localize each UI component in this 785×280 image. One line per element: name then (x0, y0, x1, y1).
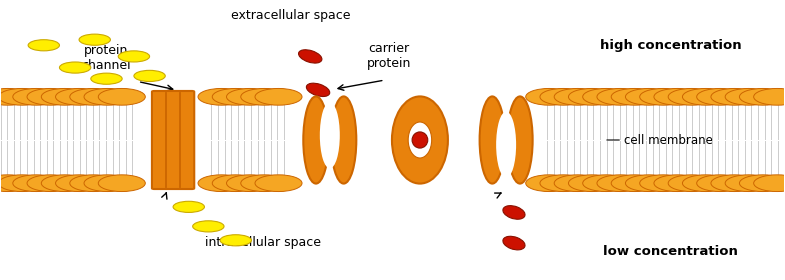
Circle shape (626, 175, 673, 192)
Circle shape (134, 70, 166, 81)
Text: extracellular space: extracellular space (231, 9, 350, 22)
Circle shape (13, 88, 60, 105)
Text: intracellular space: intracellular space (205, 236, 321, 249)
Ellipse shape (331, 96, 356, 184)
Circle shape (540, 175, 587, 192)
Circle shape (612, 175, 658, 192)
Circle shape (119, 51, 150, 62)
Circle shape (739, 88, 785, 105)
Circle shape (0, 88, 31, 105)
Circle shape (711, 175, 758, 192)
Circle shape (668, 175, 715, 192)
Circle shape (725, 175, 772, 192)
Circle shape (227, 88, 273, 105)
Circle shape (682, 88, 729, 105)
Circle shape (70, 175, 117, 192)
Circle shape (173, 201, 204, 213)
Circle shape (554, 88, 601, 105)
Circle shape (56, 175, 103, 192)
Circle shape (56, 88, 103, 105)
Circle shape (568, 88, 615, 105)
Ellipse shape (408, 122, 432, 158)
Circle shape (582, 88, 630, 105)
Circle shape (227, 175, 273, 192)
Circle shape (668, 88, 715, 105)
Ellipse shape (412, 132, 428, 148)
Circle shape (13, 175, 60, 192)
Circle shape (640, 88, 687, 105)
Circle shape (626, 88, 673, 105)
Circle shape (739, 175, 785, 192)
Ellipse shape (498, 115, 514, 158)
Circle shape (754, 175, 785, 192)
Circle shape (654, 88, 701, 105)
Circle shape (554, 175, 601, 192)
Circle shape (568, 175, 615, 192)
Circle shape (70, 88, 117, 105)
Circle shape (696, 88, 743, 105)
Ellipse shape (303, 96, 329, 184)
Circle shape (0, 175, 46, 192)
Circle shape (255, 88, 302, 105)
Ellipse shape (322, 122, 338, 165)
Circle shape (28, 40, 60, 51)
Circle shape (98, 175, 145, 192)
Circle shape (42, 88, 89, 105)
Circle shape (91, 73, 122, 84)
Text: high concentration: high concentration (600, 39, 742, 52)
Ellipse shape (480, 96, 505, 184)
Circle shape (654, 175, 701, 192)
Circle shape (192, 221, 224, 232)
Ellipse shape (298, 50, 322, 63)
Ellipse shape (319, 102, 340, 168)
Circle shape (84, 175, 131, 192)
Circle shape (79, 34, 111, 45)
Ellipse shape (496, 112, 516, 178)
Circle shape (597, 175, 644, 192)
Circle shape (241, 88, 288, 105)
Ellipse shape (507, 96, 533, 184)
Bar (1, 101, 784, 179)
Circle shape (241, 175, 288, 192)
Circle shape (212, 88, 259, 105)
Text: protein
channel: protein channel (82, 44, 131, 72)
Circle shape (582, 175, 630, 192)
Circle shape (84, 88, 131, 105)
Circle shape (220, 235, 251, 246)
Circle shape (98, 88, 145, 105)
Circle shape (60, 62, 91, 73)
Ellipse shape (306, 83, 330, 97)
Text: cell membrane: cell membrane (623, 134, 713, 146)
Circle shape (27, 88, 74, 105)
Circle shape (597, 88, 644, 105)
Circle shape (754, 88, 785, 105)
Ellipse shape (503, 236, 525, 250)
Ellipse shape (392, 96, 448, 184)
Circle shape (212, 175, 259, 192)
Circle shape (27, 175, 74, 192)
Circle shape (198, 88, 245, 105)
Circle shape (0, 88, 46, 105)
Text: carrier
protein: carrier protein (367, 42, 411, 70)
Circle shape (540, 88, 587, 105)
Circle shape (696, 175, 743, 192)
Ellipse shape (503, 206, 525, 219)
Text: low concentration: low concentration (603, 245, 738, 258)
Circle shape (255, 175, 302, 192)
Circle shape (0, 175, 31, 192)
Circle shape (640, 175, 687, 192)
Circle shape (42, 175, 89, 192)
Circle shape (526, 88, 573, 105)
Circle shape (711, 88, 758, 105)
Circle shape (612, 88, 658, 105)
Circle shape (682, 175, 729, 192)
Circle shape (526, 175, 573, 192)
FancyBboxPatch shape (152, 91, 194, 189)
Circle shape (725, 88, 772, 105)
Circle shape (198, 175, 245, 192)
